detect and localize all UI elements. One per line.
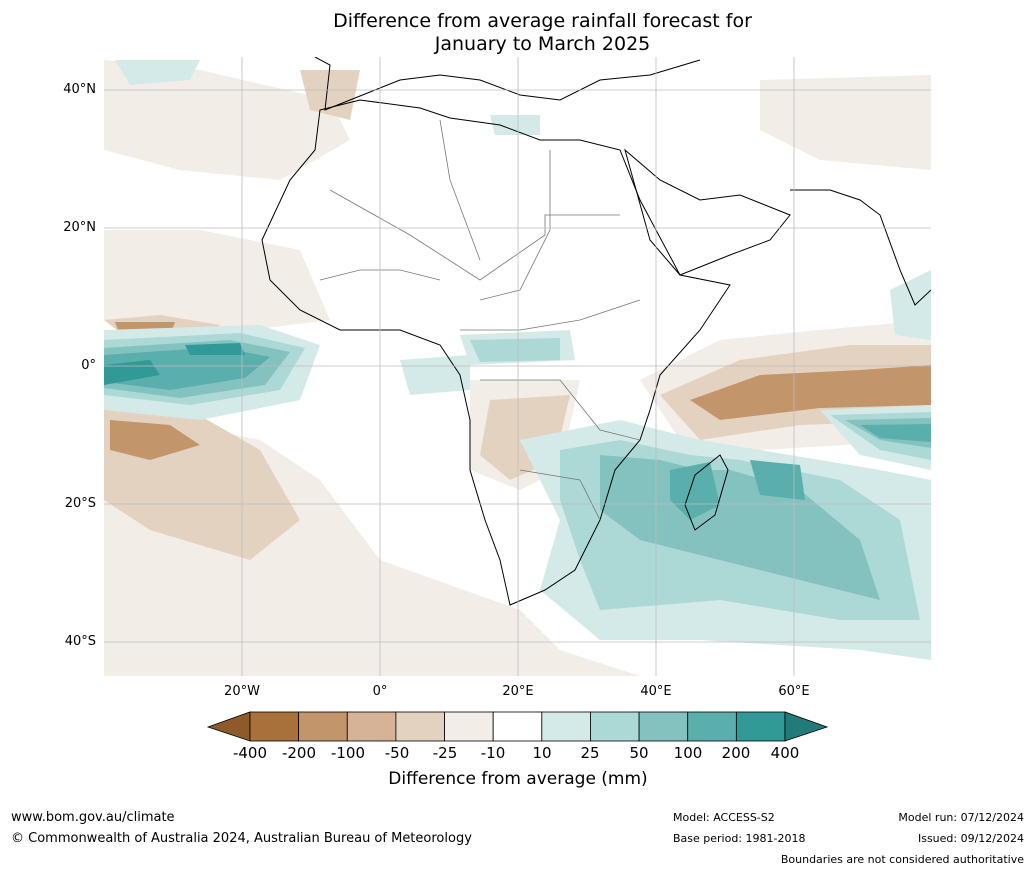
graticule <box>104 57 931 676</box>
colorbar-label: -200 <box>281 744 317 762</box>
asia-coastline <box>790 189 931 306</box>
colorbar-label: 10 <box>532 744 552 762</box>
colorbar-swatch <box>735 711 786 742</box>
colorbar-label: 400 <box>770 744 800 762</box>
issued-date: Issued: 09/12/2024 <box>917 832 1024 845</box>
title-line-2: January to March 2025 <box>434 33 651 55</box>
colorbar-title: Difference from average (mm) <box>388 769 648 789</box>
colorbar-swatch <box>395 711 445 742</box>
colorbar-label: -10 <box>480 744 506 762</box>
lat-label-20n: 20°N <box>63 220 96 235</box>
colorbar-label: -50 <box>384 744 410 762</box>
lon-label-60e: 60°E <box>778 684 810 699</box>
colorbar-extend-high <box>784 711 829 742</box>
colorbar-swatch <box>492 711 543 742</box>
colorbar-swatch <box>541 711 591 742</box>
boundaries-disclaimer: Boundaries are not considered authoritat… <box>780 853 1024 866</box>
lat-label-0: 0° <box>81 358 96 373</box>
chart-title: Difference from average rainfall forecas… <box>0 10 1035 56</box>
colorbar-swatch <box>444 711 494 742</box>
colorbar-swatch <box>590 711 640 742</box>
base-period: Base period: 1981-2018 <box>673 832 806 845</box>
lon-label-40e: 40°E <box>640 684 672 699</box>
title-line-1: Difference from average rainfall forecas… <box>333 10 752 32</box>
arabia-coastline <box>624 148 791 276</box>
colorbar-extend-low <box>206 711 251 742</box>
copyright-text: © Commonwealth of Australia 2024, Austra… <box>11 831 472 846</box>
lon-label-20e: 20°E <box>502 684 534 699</box>
africa-coastline <box>261 99 731 606</box>
colorbar-label: -100 <box>330 744 366 762</box>
lat-label-40n: 40°N <box>63 82 96 97</box>
colorbar-label: -25 <box>432 744 458 762</box>
colorbar-label: 200 <box>721 744 751 762</box>
lon-label-20w: 20°W <box>224 684 260 699</box>
model-run-date: Model run: 07/12/2024 <box>898 811 1024 824</box>
website-link[interactable]: www.bom.gov.au/climate <box>11 810 175 825</box>
colorbar-label: 50 <box>629 744 649 762</box>
colorbar-swatch <box>249 711 300 742</box>
colorbar <box>206 711 829 742</box>
model-name: Model: ACCESS-S2 <box>673 811 775 824</box>
very-strong-wet-anomaly <box>104 347 931 520</box>
colorbar-swatch <box>298 711 348 742</box>
lon-label-0: 0° <box>372 684 388 699</box>
colorbar-swatch <box>687 711 737 742</box>
europe-coastline <box>314 57 701 111</box>
colorbar-label: -400 <box>232 744 268 762</box>
lat-label-20s: 20°S <box>64 496 96 511</box>
colorbar-swatch <box>346 711 397 742</box>
colorbar-label: 100 <box>673 744 703 762</box>
lat-label-40s: 40°S <box>64 634 96 649</box>
madagascar-coastline <box>684 454 729 531</box>
country-borders <box>319 119 641 521</box>
colorbar-label: 25 <box>580 744 600 762</box>
colorbar-swatch <box>638 711 689 742</box>
